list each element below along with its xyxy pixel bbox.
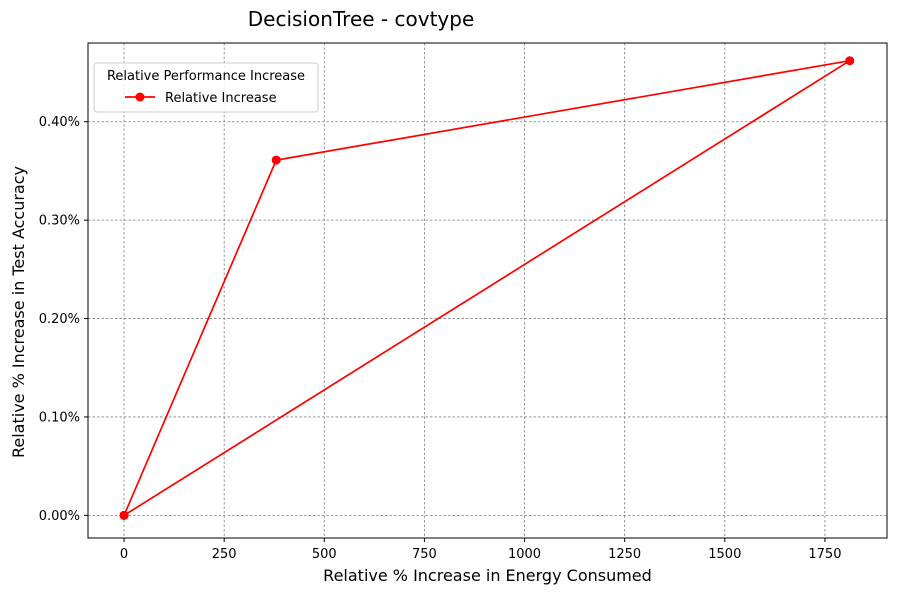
legend-box	[93, 62, 319, 113]
y-tick-label: 0.40%	[39, 115, 80, 130]
x-tick-label: 750	[412, 547, 437, 562]
x-tick-label: 1750	[808, 547, 841, 562]
data-point	[271, 155, 281, 165]
legend-label: Relative Increase	[165, 91, 277, 106]
chart-title: DecisionTree - covtype	[248, 7, 475, 31]
grid	[88, 43, 887, 538]
legend-title: Relative Performance Increase	[107, 69, 305, 84]
x-tick-label: 1500	[708, 547, 741, 562]
x-tick-label: 0	[120, 547, 128, 562]
y-axis-label: Relative % Increase in Test Accuracy	[9, 166, 28, 458]
legend: Relative Performance Increase Relative I…	[93, 62, 319, 113]
x-axis-label: Relative % Increase in Energy Consumed	[323, 566, 652, 585]
data-point	[845, 56, 855, 66]
series-line	[123, 59, 851, 517]
series-layer	[119, 56, 855, 520]
x-tick-label: 500	[312, 547, 337, 562]
x-tick-label: 1000	[508, 547, 541, 562]
x-tick-label: 1250	[608, 547, 641, 562]
y-tick-label: 0.20%	[39, 312, 80, 327]
x-tick-label: 250	[212, 547, 237, 562]
y-tick-label: 0.10%	[39, 410, 80, 425]
y-tick-label: 0.30%	[39, 214, 80, 229]
axes-frame	[87, 42, 888, 539]
legend-marker	[135, 92, 145, 102]
data-point	[119, 510, 129, 520]
ticks: 0 250 500 750 1000 1250 1500 1750 0.00% 0.10% 0.20…	[39, 115, 842, 562]
y-tick-label: 0.00%	[39, 509, 80, 524]
